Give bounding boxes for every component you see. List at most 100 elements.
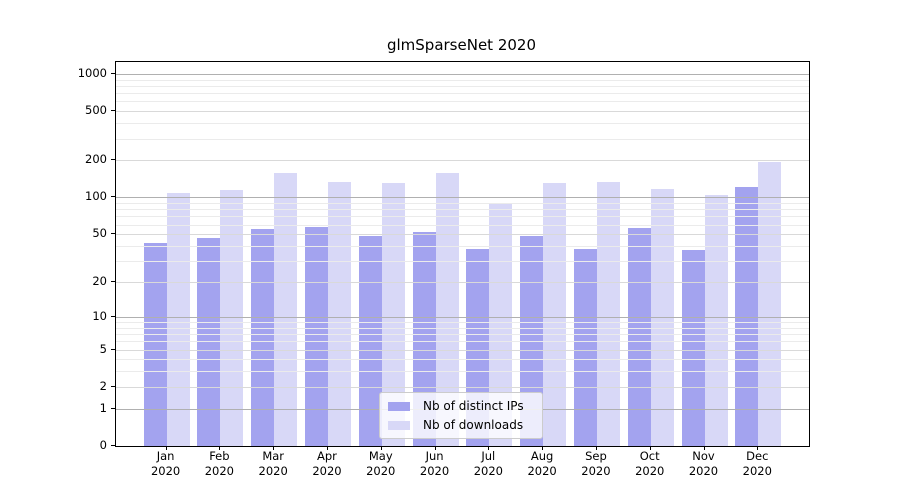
x-tick-year: 2020 <box>473 464 503 478</box>
x-tick-month: Jul <box>481 449 496 463</box>
x-tick-mark <box>488 446 490 450</box>
x-tick-label: May 2020 <box>353 449 409 479</box>
x-tick-mark <box>757 446 759 450</box>
bar-downloads <box>381 183 405 446</box>
bar-downloads <box>489 204 513 446</box>
legend-item: Nb of downloads <box>388 418 533 432</box>
y-tick-label: 100 <box>85 189 107 204</box>
x-tick-year: 2020 <box>688 464 719 478</box>
x-tick-year: 2020 <box>581 464 611 478</box>
x-tick-label: Apr 2020 <box>299 449 355 479</box>
bar-downloads <box>543 183 567 446</box>
x-tick-label: Aug 2020 <box>514 449 570 479</box>
gridline-minor <box>116 216 809 218</box>
x-tick-month: Dec <box>746 449 769 463</box>
x-tick-label: Feb 2020 <box>191 449 247 479</box>
x-tick-label: Jan 2020 <box>138 449 194 479</box>
x-tick-mark <box>703 446 705 450</box>
chart-title: glmSparseNet 2020 <box>386 36 537 54</box>
gridline-mid <box>116 386 809 388</box>
y-tick-mark <box>111 281 115 283</box>
gridline-mid <box>116 349 809 351</box>
gridline-minor <box>116 261 809 263</box>
x-tick-month: Jun <box>425 449 444 463</box>
gridline-minor <box>116 334 809 336</box>
x-tick-month: Aug <box>530 449 554 463</box>
y-tick-mark <box>111 315 115 317</box>
legend: Nb of distinct IPs Nb of downloads <box>379 392 543 439</box>
bar-downloads <box>166 193 190 446</box>
x-tick-label: Oct 2020 <box>622 449 678 479</box>
gridline-major <box>116 316 809 318</box>
gridline-mid <box>116 160 809 162</box>
x-tick-year: 2020 <box>635 464 665 478</box>
gridline-mid <box>116 234 809 236</box>
gridline-minor <box>116 327 809 329</box>
y-tick-mark <box>111 348 115 350</box>
y-tick-label: 1 <box>99 400 107 415</box>
y-tick-mark <box>111 72 115 74</box>
x-tick-year: 2020 <box>366 464 396 478</box>
gridline-minor <box>116 79 809 81</box>
gridline-minor <box>116 224 809 226</box>
gridline-minor <box>116 246 809 247</box>
y-tick-label: 1000 <box>77 65 107 80</box>
gridline-mid <box>116 282 809 284</box>
y-tick-label: 50 <box>92 226 107 241</box>
gridline-minor <box>116 85 809 87</box>
x-tick-month: Mar <box>262 449 285 463</box>
x-tick-mark <box>542 446 544 450</box>
bar-distinct-ips <box>143 243 167 446</box>
bar-downloads <box>327 181 351 446</box>
y-tick-label: 200 <box>85 152 107 167</box>
gridline-minor <box>116 138 809 140</box>
bar-downloads <box>274 173 298 446</box>
gridline-minor <box>116 101 809 103</box>
y-tick-mark <box>111 445 115 446</box>
legend-swatch <box>388 420 410 430</box>
gridline-minor <box>116 93 809 95</box>
x-tick-label: Mar 2020 <box>245 449 301 479</box>
x-tick-year: 2020 <box>419 464 450 478</box>
x-tick-month: May <box>368 449 393 463</box>
x-tick-month: Nov <box>692 449 715 463</box>
y-tick-mark <box>111 233 115 235</box>
legend-swatch <box>388 401 410 411</box>
x-tick-label: Jul 2020 <box>460 449 516 479</box>
legend-label: Nb of distinct IPs <box>423 399 524 413</box>
x-tick-mark <box>380 446 382 450</box>
y-tick-mark <box>111 159 115 161</box>
y-tick-label: 0 <box>99 438 107 452</box>
x-tick-month: Oct <box>639 449 660 463</box>
x-tick-month: Sep <box>585 449 607 463</box>
x-tick-mark <box>219 446 221 450</box>
bar-distinct-ips <box>304 227 328 446</box>
bar-downloads <box>596 181 620 446</box>
x-tick-year: 2020 <box>150 464 181 478</box>
x-tick-label: Jun 2020 <box>407 449 463 479</box>
y-tick-mark <box>111 196 115 198</box>
legend-label: Nb of downloads <box>423 418 524 432</box>
x-tick-mark <box>434 446 436 450</box>
y-tick-label: 2 <box>99 378 107 393</box>
y-tick-mark <box>111 407 115 409</box>
x-tick-year: 2020 <box>204 464 235 478</box>
gridline-minor <box>116 123 809 125</box>
x-tick-year: 2020 <box>742 464 772 478</box>
x-tick-mark <box>273 446 275 450</box>
x-tick-month: Jan <box>156 449 175 463</box>
gridline-minor <box>116 341 809 343</box>
x-tick-year: 2020 <box>527 464 557 478</box>
gridline-minor <box>116 209 809 211</box>
gridline-minor <box>116 322 809 323</box>
bar-downloads <box>704 195 728 446</box>
gridline-major <box>116 73 809 75</box>
x-tick-mark <box>649 446 651 450</box>
y-tick-label: 5 <box>99 341 107 356</box>
y-tick-label: 10 <box>92 308 107 323</box>
bar-downloads <box>758 161 782 446</box>
y-tick-label: 20 <box>92 274 107 289</box>
x-tick-label: Dec 2020 <box>729 449 785 479</box>
y-tick-label: 500 <box>85 103 107 118</box>
